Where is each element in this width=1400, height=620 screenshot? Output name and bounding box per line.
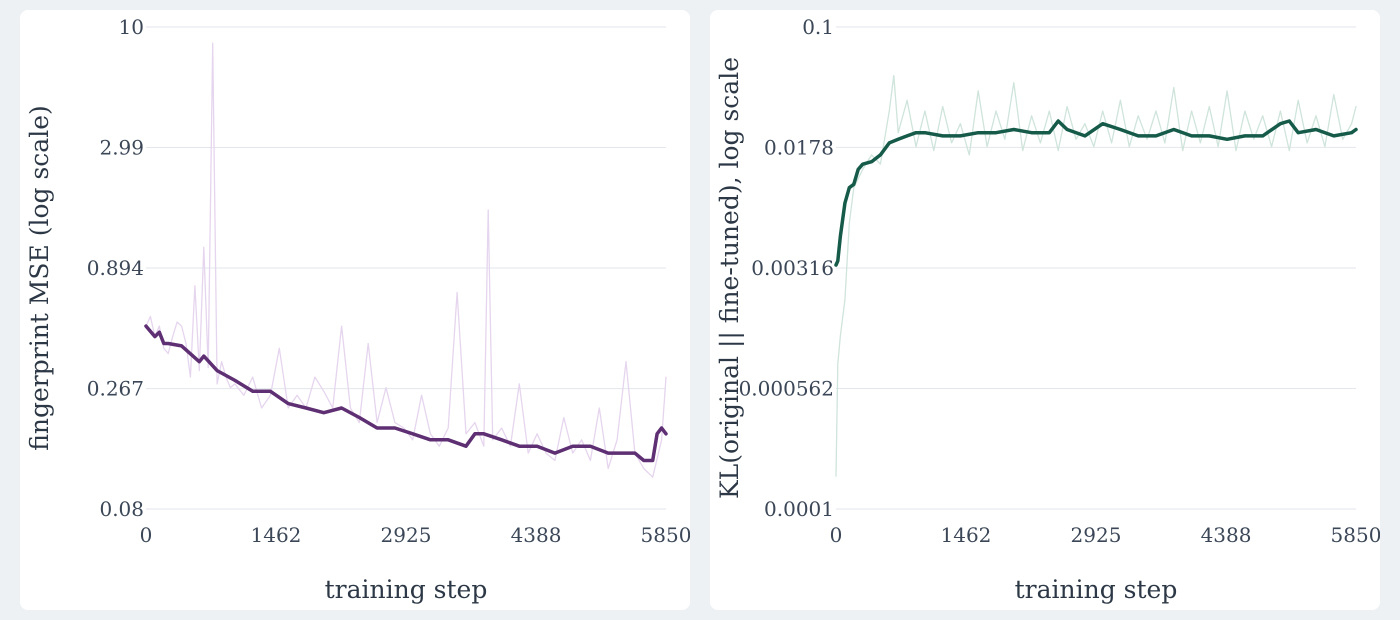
y-axis-title: KL(original || fine-tuned), log scale (715, 57, 745, 499)
y-tick-label: 0.1 (802, 15, 834, 39)
y-tick-label: 0.894 (87, 256, 144, 280)
y-tick-label: 0.0178 (764, 135, 834, 159)
x-tick-label: 1462 (251, 523, 302, 547)
x-tick-label: 0 (830, 523, 843, 547)
y-tick-label: 0.0001 (764, 497, 834, 521)
x-tick-label: 2925 (381, 523, 432, 547)
x-tick-label: 2925 (1071, 523, 1122, 547)
y-tick-label: 0.08 (99, 497, 144, 521)
x-axis-title: training step (325, 575, 488, 604)
chart-panel-mse: 0.08 0.267 0.894 2.99 10 0 1462 2925 4388 5850 tra… (20, 10, 690, 610)
x-tick-label: 0 (140, 523, 153, 547)
smoothed-series-line (834, 119, 1358, 267)
smoothed-series-line (144, 324, 668, 463)
x-tick-label: 5850 (1331, 523, 1380, 547)
kl-chart: 0.0001 0.000562 0.00316 0.0178 0.1 0 1462 2925 4… (715, 15, 1380, 604)
x-tick-label: 1462 (941, 523, 992, 547)
y-tick-label: 0.000562 (739, 377, 834, 401)
x-tick-label: 4388 (511, 523, 562, 547)
y-axis-title: fingerprint MSE (log scale) (25, 105, 54, 451)
y-tick-label: 10 (119, 15, 144, 39)
y-tick-label: 0.267 (87, 377, 144, 401)
x-axis-title: training step (1015, 575, 1178, 604)
raw-series-line (835, 74, 1357, 477)
x-tick-label: 5850 (641, 523, 690, 547)
y-tick-label: 0.00316 (751, 256, 834, 280)
chart-panel-kl: 0.0001 0.000562 0.00316 0.0178 0.1 0 1462 2925 4… (710, 10, 1380, 610)
y-tick-label: 2.99 (99, 136, 144, 160)
raw-series-line (145, 42, 667, 478)
mse-chart: 0.08 0.267 0.894 2.99 10 0 1462 2925 4388 5850 tra… (25, 15, 690, 604)
x-tick-label: 4388 (1201, 523, 1252, 547)
